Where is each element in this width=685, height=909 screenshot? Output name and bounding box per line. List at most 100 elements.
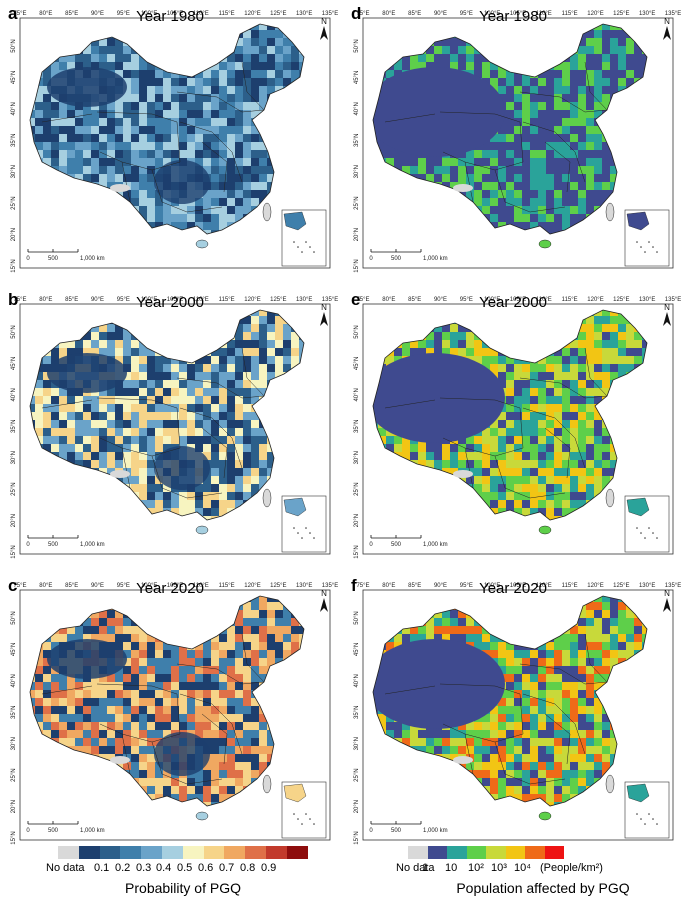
inset-island-dot xyxy=(301,537,303,539)
map-cell xyxy=(610,166,618,174)
map-cell xyxy=(602,372,610,380)
map-cell xyxy=(466,166,474,174)
map-cell xyxy=(490,62,498,70)
map-cell xyxy=(299,340,304,348)
map-cell xyxy=(594,54,602,62)
map-cell xyxy=(482,70,490,78)
map-cell xyxy=(586,158,594,166)
lon-tick-label: 100°E xyxy=(141,11,157,17)
province-boundary xyxy=(121,447,131,489)
map-cell xyxy=(546,476,554,484)
map-cell xyxy=(482,206,490,214)
map-cell xyxy=(99,340,107,348)
map-cell xyxy=(30,396,35,404)
map-cell xyxy=(450,324,458,332)
map-cell xyxy=(187,658,195,666)
lon-tick-label: 130°E xyxy=(639,11,655,17)
map-cell xyxy=(139,182,147,190)
map-cell xyxy=(211,706,219,714)
map-cell xyxy=(179,420,187,428)
lat-tick-label: 25°N xyxy=(11,482,17,495)
map-cell xyxy=(211,460,219,468)
map-cell xyxy=(227,666,235,674)
map-cell xyxy=(610,356,618,364)
map-cell xyxy=(203,484,211,492)
map-cell xyxy=(195,404,203,412)
map-cell xyxy=(123,62,131,70)
map-cell xyxy=(562,492,570,500)
map-cell xyxy=(426,348,434,356)
lon-tick-label: 85°E xyxy=(65,297,78,303)
map-cell xyxy=(554,94,562,102)
map-cell xyxy=(498,364,506,372)
map-cell xyxy=(227,746,235,754)
map-cell xyxy=(139,412,147,420)
map-cell xyxy=(586,38,594,46)
lon-tick-label: 95°E xyxy=(117,297,130,303)
map-cell xyxy=(562,452,570,460)
map-cell xyxy=(251,762,259,770)
map-cell xyxy=(259,476,267,484)
map-cell xyxy=(67,738,75,746)
map-cell xyxy=(211,650,219,658)
map-cell xyxy=(107,174,115,182)
map-cell xyxy=(267,316,275,324)
map-cell xyxy=(163,78,171,86)
map-cell xyxy=(522,412,530,420)
map-cell xyxy=(131,118,139,126)
map-cell xyxy=(538,380,546,388)
map-cell xyxy=(163,372,171,380)
map-cell xyxy=(203,650,211,658)
map-cell xyxy=(546,492,554,500)
map-cell xyxy=(586,436,594,444)
map-cell xyxy=(211,372,219,380)
map-cell xyxy=(514,372,522,380)
map-cell xyxy=(139,190,147,198)
map-cell xyxy=(83,730,91,738)
map-cell xyxy=(43,666,51,674)
map-cell xyxy=(570,190,578,198)
map-cell xyxy=(227,642,235,650)
province-boundary xyxy=(179,407,243,469)
map-cell xyxy=(227,364,235,372)
map-cell xyxy=(530,452,538,460)
map-cell xyxy=(123,54,131,62)
map-cell xyxy=(554,500,562,508)
map-cell xyxy=(203,206,211,214)
map-cell xyxy=(187,372,195,380)
map-cell xyxy=(578,158,586,166)
map-cell xyxy=(43,642,51,650)
map-cell xyxy=(67,444,75,452)
map-cell xyxy=(466,476,474,484)
map-cell xyxy=(570,206,578,214)
map-cell xyxy=(227,626,235,634)
map-cell xyxy=(91,62,99,70)
map-cell xyxy=(251,738,259,746)
map-cell xyxy=(602,356,610,364)
map-cell xyxy=(163,658,171,666)
map-cell xyxy=(67,436,75,444)
map-cell xyxy=(203,166,211,174)
map-cell xyxy=(171,102,179,110)
map-cell xyxy=(235,642,243,650)
map-cell xyxy=(610,62,618,70)
map-cell xyxy=(586,492,594,500)
map-cell xyxy=(123,340,131,348)
map-cell xyxy=(482,182,490,190)
map-cell xyxy=(187,214,195,222)
map-cell xyxy=(450,166,458,174)
map-cell xyxy=(267,166,275,174)
map-cell xyxy=(75,706,83,714)
map-cell xyxy=(530,110,538,118)
map-cell xyxy=(147,508,155,516)
map-cell xyxy=(163,492,171,500)
map-cell xyxy=(75,62,83,70)
map-cell xyxy=(51,420,59,428)
map-cell xyxy=(203,118,211,126)
map-cell xyxy=(163,730,171,738)
map-cell xyxy=(123,412,131,420)
map-cell xyxy=(538,388,546,396)
map-cell xyxy=(147,214,155,222)
map-cell xyxy=(259,54,267,62)
map-cell xyxy=(219,492,227,500)
